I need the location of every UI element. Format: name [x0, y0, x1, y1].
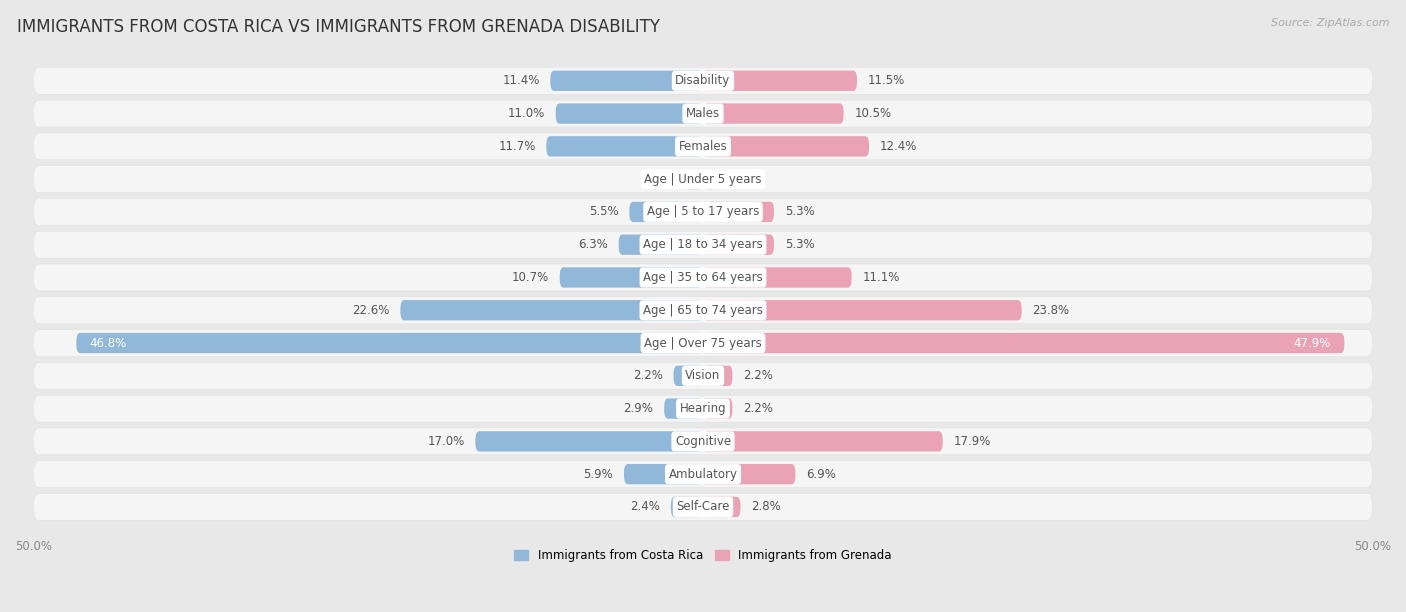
Text: 1.3%: 1.3% [645, 173, 675, 185]
FancyBboxPatch shape [686, 169, 703, 189]
FancyBboxPatch shape [401, 300, 703, 321]
Text: 5.9%: 5.9% [583, 468, 613, 480]
FancyBboxPatch shape [34, 362, 1372, 389]
FancyBboxPatch shape [664, 398, 703, 419]
FancyBboxPatch shape [619, 234, 703, 255]
FancyBboxPatch shape [34, 231, 1372, 258]
FancyBboxPatch shape [703, 267, 852, 288]
FancyBboxPatch shape [34, 461, 1372, 488]
FancyBboxPatch shape [34, 198, 1372, 225]
Text: 5.3%: 5.3% [785, 238, 814, 251]
FancyBboxPatch shape [34, 395, 1372, 422]
FancyBboxPatch shape [34, 100, 1372, 127]
Text: 6.9%: 6.9% [806, 468, 837, 480]
FancyBboxPatch shape [550, 70, 703, 91]
FancyBboxPatch shape [34, 133, 1372, 160]
Text: Age | 35 to 64 years: Age | 35 to 64 years [643, 271, 763, 284]
Text: 2.2%: 2.2% [744, 402, 773, 415]
FancyBboxPatch shape [703, 300, 1022, 321]
Text: 5.5%: 5.5% [589, 206, 619, 218]
Text: 0.94%: 0.94% [727, 173, 763, 185]
FancyBboxPatch shape [671, 497, 703, 517]
Text: Hearing: Hearing [679, 402, 727, 415]
FancyBboxPatch shape [703, 234, 773, 255]
FancyBboxPatch shape [630, 202, 703, 222]
Text: Females: Females [679, 140, 727, 153]
Text: 11.5%: 11.5% [868, 74, 905, 88]
FancyBboxPatch shape [673, 365, 703, 386]
Text: Cognitive: Cognitive [675, 435, 731, 448]
FancyBboxPatch shape [34, 166, 1372, 193]
Text: 2.4%: 2.4% [630, 501, 661, 513]
Text: 22.6%: 22.6% [353, 304, 389, 317]
FancyBboxPatch shape [703, 202, 773, 222]
FancyBboxPatch shape [475, 431, 703, 452]
FancyBboxPatch shape [34, 264, 1372, 291]
FancyBboxPatch shape [703, 70, 858, 91]
FancyBboxPatch shape [703, 365, 733, 386]
FancyBboxPatch shape [34, 297, 1372, 324]
Text: 11.1%: 11.1% [862, 271, 900, 284]
Text: 2.2%: 2.2% [744, 369, 773, 382]
FancyBboxPatch shape [547, 136, 703, 157]
Text: 2.8%: 2.8% [751, 501, 780, 513]
Text: 11.0%: 11.0% [508, 107, 546, 120]
Text: Age | Under 5 years: Age | Under 5 years [644, 173, 762, 185]
FancyBboxPatch shape [703, 398, 733, 419]
FancyBboxPatch shape [34, 493, 1372, 520]
Text: 23.8%: 23.8% [1032, 304, 1070, 317]
Text: 46.8%: 46.8% [90, 337, 127, 349]
Legend: Immigrants from Costa Rica, Immigrants from Grenada: Immigrants from Costa Rica, Immigrants f… [509, 544, 897, 567]
Text: Age | 5 to 17 years: Age | 5 to 17 years [647, 206, 759, 218]
FancyBboxPatch shape [560, 267, 703, 288]
FancyBboxPatch shape [34, 428, 1372, 455]
FancyBboxPatch shape [34, 330, 1372, 356]
Text: Age | 18 to 34 years: Age | 18 to 34 years [643, 238, 763, 251]
Text: Disability: Disability [675, 74, 731, 88]
FancyBboxPatch shape [703, 497, 741, 517]
Text: 17.0%: 17.0% [427, 435, 464, 448]
FancyBboxPatch shape [703, 333, 1344, 353]
Text: 2.2%: 2.2% [633, 369, 662, 382]
FancyBboxPatch shape [76, 333, 703, 353]
Text: 10.5%: 10.5% [855, 107, 891, 120]
Text: 2.9%: 2.9% [624, 402, 654, 415]
Text: IMMIGRANTS FROM COSTA RICA VS IMMIGRANTS FROM GRENADA DISABILITY: IMMIGRANTS FROM COSTA RICA VS IMMIGRANTS… [17, 18, 659, 36]
Text: 11.4%: 11.4% [502, 74, 540, 88]
FancyBboxPatch shape [34, 67, 1372, 94]
Text: Source: ZipAtlas.com: Source: ZipAtlas.com [1271, 18, 1389, 28]
Text: 6.3%: 6.3% [578, 238, 607, 251]
Text: Age | Over 75 years: Age | Over 75 years [644, 337, 762, 349]
FancyBboxPatch shape [555, 103, 703, 124]
FancyBboxPatch shape [624, 464, 703, 484]
FancyBboxPatch shape [703, 136, 869, 157]
Text: Vision: Vision [685, 369, 721, 382]
Text: Self-Care: Self-Care [676, 501, 730, 513]
Text: Males: Males [686, 107, 720, 120]
Text: 17.9%: 17.9% [953, 435, 991, 448]
Text: 5.3%: 5.3% [785, 206, 814, 218]
FancyBboxPatch shape [703, 464, 796, 484]
Text: Ambulatory: Ambulatory [668, 468, 738, 480]
FancyBboxPatch shape [703, 103, 844, 124]
Text: Age | 65 to 74 years: Age | 65 to 74 years [643, 304, 763, 317]
FancyBboxPatch shape [703, 169, 716, 189]
Text: 10.7%: 10.7% [512, 271, 548, 284]
Text: 47.9%: 47.9% [1294, 337, 1331, 349]
Text: 12.4%: 12.4% [880, 140, 917, 153]
FancyBboxPatch shape [703, 431, 942, 452]
Text: 11.7%: 11.7% [498, 140, 536, 153]
